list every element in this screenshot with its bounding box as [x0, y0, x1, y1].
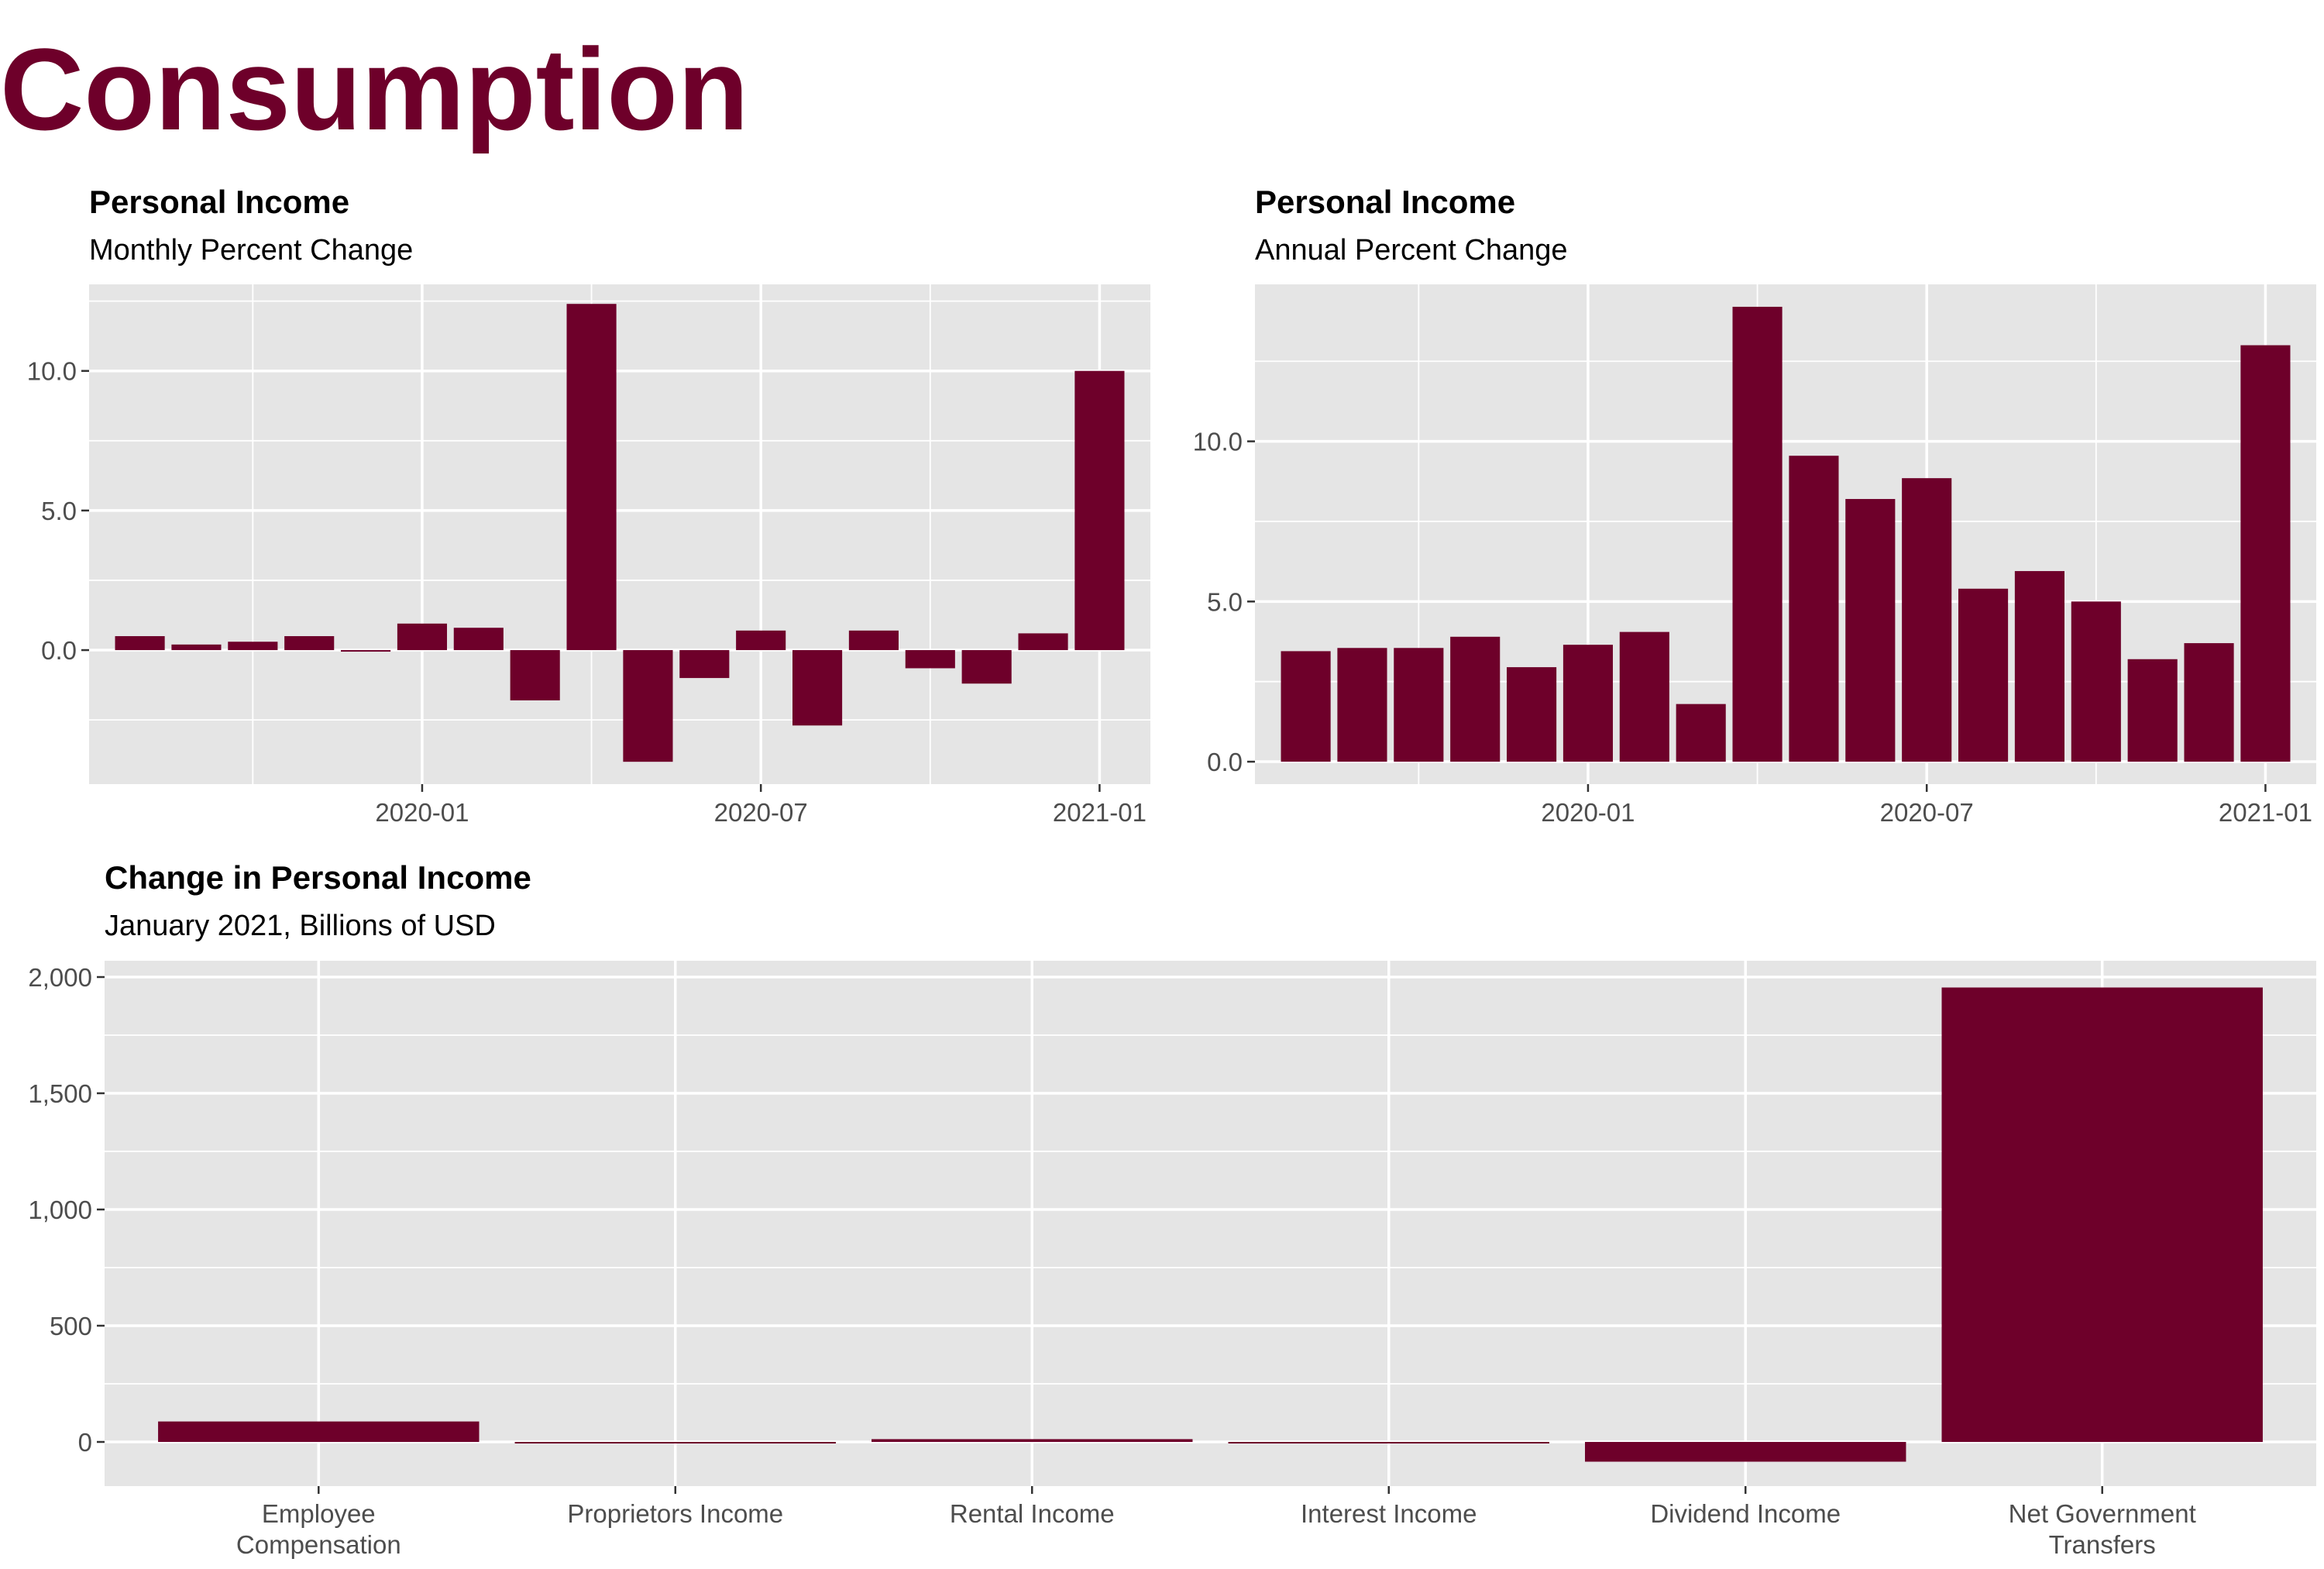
- y-tick-label: 10.0: [1193, 428, 1243, 456]
- bar: [2014, 571, 2064, 762]
- bar: [1676, 704, 1726, 762]
- bar: [1228, 1442, 1549, 1443]
- bar: [2240, 345, 2291, 762]
- bar: [566, 304, 617, 651]
- bar: [905, 650, 955, 669]
- bar: [1394, 648, 1444, 762]
- bar: [453, 628, 504, 651]
- bar: [848, 630, 899, 651]
- x-tick-label: 2020-01: [1541, 798, 1635, 827]
- chart-subtitle: January 2021, Billions of USD: [105, 910, 496, 942]
- chart-title: Personal Income: [89, 184, 349, 220]
- bar: [1337, 648, 1387, 762]
- bar: [115, 636, 165, 651]
- bars: [1281, 306, 2291, 762]
- bar: [1941, 987, 2263, 1442]
- y-tick-label: 1,000: [28, 1196, 92, 1224]
- bar: [1902, 478, 1952, 762]
- bar: [228, 642, 278, 651]
- x-tick-label: Dividend Income: [1650, 1499, 1841, 1528]
- bar: [961, 650, 1012, 684]
- bar: [510, 650, 560, 700]
- chart-subtitle: Annual Percent Change: [1255, 234, 1568, 267]
- y-tick-label: 0.0: [41, 636, 77, 665]
- x-tick-label: Rental Income: [950, 1499, 1115, 1528]
- bar: [736, 630, 786, 651]
- x-tick-label: Net Government Transfers: [2009, 1499, 2196, 1559]
- y-tick-label: 0.0: [1207, 748, 1243, 776]
- chart-title: Change in Personal Income: [105, 859, 531, 896]
- y-tick-label: 2,000: [28, 963, 92, 992]
- page-title: Consumption: [0, 24, 749, 154]
- bar: [2127, 659, 2178, 762]
- bar: [1018, 633, 1068, 651]
- bars: [115, 304, 1125, 762]
- y-tick-label: 1,500: [28, 1079, 92, 1108]
- bar: [1619, 631, 1669, 762]
- x-tick-label: 2021-01: [1053, 798, 1147, 827]
- bar: [158, 1421, 480, 1442]
- bar: [1789, 456, 1839, 762]
- y-tick-label: 5.0: [1207, 587, 1243, 616]
- y-tick-label: 0: [78, 1428, 92, 1457]
- bar: [1958, 588, 2009, 762]
- bar: [171, 644, 222, 651]
- bar: [1074, 370, 1125, 651]
- bars: [158, 987, 2263, 1462]
- bar: [792, 650, 843, 726]
- x-tick-label: 2020-07: [1880, 798, 1974, 827]
- y-tick-label: 10.0: [27, 357, 77, 386]
- bar: [871, 1439, 1193, 1442]
- chart-title: Personal Income: [1255, 184, 1515, 220]
- bar: [2071, 601, 2121, 762]
- y-tick-label: 500: [50, 1312, 92, 1340]
- x-tick-label: 2021-01: [2219, 798, 2312, 827]
- bar: [679, 650, 730, 679]
- x-tick-label: 2020-07: [714, 798, 808, 827]
- bar: [1563, 645, 1614, 762]
- bar: [1585, 1442, 1906, 1462]
- bar: [1507, 667, 1557, 762]
- bar: [1281, 651, 1331, 762]
- bar: [341, 650, 391, 652]
- x-tick-label: Proprietors Income: [567, 1499, 783, 1528]
- bar: [2184, 643, 2234, 762]
- bar: [514, 1442, 836, 1443]
- bar: [1845, 499, 1896, 762]
- x-tick-label: Interest Income: [1301, 1499, 1477, 1528]
- chart-subtitle: Monthly Percent Change: [89, 234, 413, 267]
- plot-panel: [89, 284, 1150, 784]
- x-tick-label: Employee Compensation: [236, 1499, 401, 1559]
- bar: [1732, 306, 1783, 762]
- chart-3: Change in Personal Income January 2021, B…: [28, 859, 2316, 1559]
- bar: [1450, 636, 1501, 762]
- chart-2: Personal Income Annual Percent Change 2020…: [1193, 184, 2316, 827]
- bar: [284, 636, 335, 651]
- x-tick-label: 2020-01: [375, 798, 469, 827]
- chart-1: Personal Income Monthly Percent Change 202…: [27, 184, 1150, 827]
- bar: [623, 650, 673, 762]
- bar: [397, 623, 448, 651]
- y-tick-label: 5.0: [41, 497, 77, 525]
